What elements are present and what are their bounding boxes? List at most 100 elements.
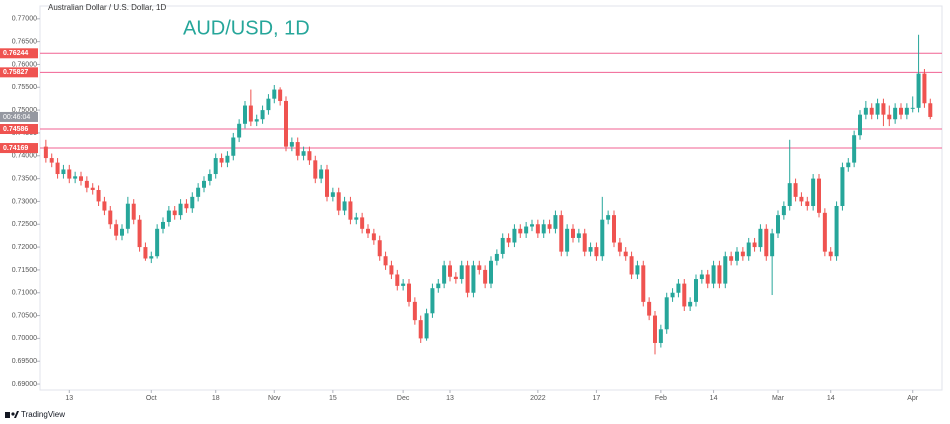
- candle-body: [518, 228, 523, 234]
- candle-body: [553, 215, 558, 229]
- candle-body: [172, 210, 177, 216]
- candle-body: [366, 228, 370, 234]
- candle-body: [178, 203, 183, 216]
- candle-body: [670, 292, 675, 298]
- candle-body: [231, 137, 236, 156]
- candle-body: [43, 146, 48, 159]
- price-level-badge: [0, 67, 38, 78]
- x-tick-label: 14: [827, 395, 835, 402]
- candle-body: [781, 205, 786, 216]
- candle-body: [541, 224, 546, 234]
- candle-body: [723, 256, 728, 284]
- candle-body: [512, 228, 517, 243]
- candle-body: [401, 283, 406, 286]
- candle-body: [805, 201, 810, 206]
- candle-body: [377, 240, 382, 257]
- candle-body: [623, 251, 628, 257]
- x-tick-label: 17: [593, 395, 601, 402]
- candle-body: [904, 107, 909, 115]
- candle-body: [313, 160, 318, 179]
- candle-body: [840, 167, 845, 206]
- y-tick-label: 0.75000: [12, 107, 37, 114]
- candle-body: [383, 256, 388, 266]
- candle-body: [102, 201, 107, 211]
- candle-body: [629, 256, 634, 275]
- countdown-badge: [0, 111, 38, 122]
- candle-body: [407, 283, 411, 302]
- y-tick-label: 0.73500: [12, 175, 37, 182]
- candle-body: [893, 107, 898, 120]
- candle-body: [284, 100, 288, 147]
- price-level-label: 0.74169: [3, 145, 28, 152]
- candle-body: [717, 265, 722, 284]
- candle-body: [822, 212, 827, 252]
- candle-body: [735, 251, 739, 261]
- candle-body: [237, 123, 242, 138]
- candle-body: [143, 247, 148, 259]
- candle-body: [711, 265, 716, 284]
- candle-body: [243, 105, 247, 124]
- candle-body: [155, 228, 160, 257]
- candle-body: [910, 107, 915, 109]
- candle-body: [166, 210, 171, 222]
- candle-body: [863, 107, 868, 115]
- candle-body: [196, 187, 201, 197]
- candle-body: [448, 265, 452, 277]
- brand-logo: [5, 411, 19, 418]
- candle-body: [266, 98, 271, 111]
- candle-body: [565, 228, 570, 252]
- candle-body: [84, 180, 89, 188]
- candle-body: [371, 233, 376, 241]
- y-tick-label: 0.76500: [12, 38, 37, 45]
- price-level-badge: [0, 124, 38, 135]
- y-tick-label: 0.75500: [12, 84, 37, 91]
- candle-body: [465, 265, 470, 293]
- candle-body: [811, 178, 816, 206]
- candle-body: [301, 151, 306, 156]
- candle-body: [49, 158, 54, 163]
- candle-body: [61, 169, 66, 175]
- candle-body: [799, 196, 804, 202]
- candle-body: [582, 233, 587, 252]
- candle-body: [477, 265, 482, 270]
- x-tick-label: 15: [329, 395, 337, 402]
- x-tick-label: Oct: [146, 395, 157, 402]
- candle-body: [576, 233, 581, 238]
- y-tick-label: 0.69500: [12, 358, 37, 365]
- candle-body: [858, 114, 862, 136]
- candle-body: [787, 183, 792, 206]
- candle-body: [916, 73, 921, 108]
- candle-body: [694, 279, 698, 302]
- candle-body: [635, 265, 640, 275]
- candle-body: [483, 269, 488, 284]
- x-tick-label: Apr: [907, 395, 919, 402]
- y-tick-label: 0.77000: [12, 16, 37, 23]
- y-tick-label: 0.74000: [12, 153, 37, 160]
- candle-body: [342, 201, 347, 211]
- candle-body: [395, 274, 400, 286]
- candle-body: [647, 301, 652, 316]
- candle-body: [571, 228, 575, 238]
- candle-body: [658, 329, 663, 343]
- x-tick-label: Feb: [655, 395, 667, 402]
- candle-body: [506, 237, 511, 243]
- candle-body: [137, 219, 142, 248]
- price-level-badge: [0, 143, 38, 154]
- candle-body: [852, 135, 857, 163]
- x-tick-label: 13: [446, 395, 454, 402]
- price-level-badge: [0, 48, 38, 59]
- candle-body: [389, 265, 394, 275]
- y-tick-label: 0.73000: [12, 198, 37, 205]
- candle-body: [899, 107, 903, 115]
- candle-body: [676, 283, 681, 293]
- candle-body: [418, 320, 423, 339]
- candle-body: [758, 228, 763, 248]
- candle-body: [289, 142, 294, 147]
- y-tick-label: 0.71500: [12, 267, 37, 274]
- y-tick-label: 0.69000: [12, 381, 37, 388]
- candle-body: [928, 103, 933, 117]
- candle-body: [254, 119, 259, 122]
- candle-body: [73, 176, 78, 179]
